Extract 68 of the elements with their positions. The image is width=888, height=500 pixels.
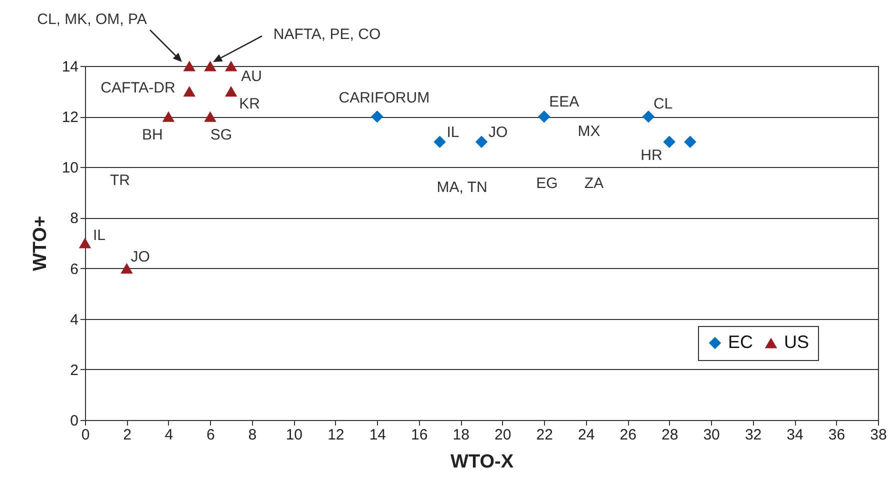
point — [183, 60, 196, 72]
x-tick-label: 8 — [248, 426, 257, 444]
legend-label: EC — [728, 332, 754, 352]
annotation: EEA — [549, 94, 580, 111]
point — [204, 60, 216, 72]
annotation: CL — [653, 96, 673, 113]
annotation: CAFTA-DR — [100, 79, 176, 96]
y-tick-label: 8 — [70, 210, 78, 228]
annotation: MA, TN — [436, 178, 488, 196]
annotation: ZA — [584, 174, 604, 192]
x-tick-label: 4 — [164, 426, 174, 444]
text: NAFTA, PE, CO — [273, 26, 381, 43]
y-tick-label: 6 — [70, 260, 78, 278]
x-tick-label: 24 — [578, 426, 595, 444]
point — [434, 136, 446, 148]
x-tick-label: 26 — [620, 426, 636, 444]
point — [684, 136, 696, 148]
x-tick-label: 2 — [123, 426, 132, 444]
point — [642, 110, 655, 123]
x-tick-label: 14 — [369, 426, 386, 444]
annotation: CARIFORUM — [338, 90, 430, 107]
annotation: JO — [130, 248, 150, 266]
x-tick-label: 36 — [828, 426, 846, 444]
y-axis-title: WTO+ — [30, 216, 51, 272]
text: CL, MK, OM, PA — [37, 10, 147, 28]
point — [224, 86, 238, 97]
point — [162, 111, 175, 122]
annotation: HR — [640, 146, 662, 164]
y-tick-label: 12 — [62, 109, 78, 126]
x-tick-label: 22 — [536, 426, 553, 444]
point — [183, 86, 196, 97]
x-tick-label: 6 — [206, 426, 215, 444]
point — [204, 111, 216, 122]
x-tick-label: 20 — [494, 426, 512, 444]
x-tick-label: 0 — [81, 426, 90, 444]
annotation: BH — [142, 126, 163, 144]
x-tick-label: 10 — [286, 426, 303, 444]
y-tick-label: 2 — [70, 362, 78, 379]
y-tick-label: 4 — [70, 311, 78, 328]
annotation: TR — [110, 172, 130, 189]
point — [538, 110, 550, 123]
x-tick-label: 38 — [870, 426, 887, 444]
x-axis-title: WTO-X — [450, 452, 514, 472]
y-tick-label: 10 — [62, 160, 78, 177]
annotation: SG — [210, 126, 232, 144]
x-tick-label: 28 — [661, 426, 678, 444]
x-tick-label: 12 — [328, 426, 344, 444]
y-tick-label: 14 — [62, 58, 78, 76]
legend-label: US — [784, 332, 810, 352]
annotation: IL — [93, 227, 106, 244]
annotation: MX — [578, 122, 600, 140]
y-tick-label: 0 — [70, 412, 78, 430]
point — [78, 238, 92, 248]
point — [120, 262, 133, 274]
annotation: EG — [536, 174, 558, 192]
point — [371, 110, 384, 123]
annotation: IL — [446, 124, 460, 141]
point — [663, 136, 676, 148]
x-tick-label: 18 — [452, 426, 470, 444]
annotation: JO — [488, 124, 508, 141]
annotation: AU — [241, 68, 262, 85]
point — [224, 60, 238, 72]
x-tick-label: 34 — [786, 426, 804, 444]
x-tick-label: 16 — [411, 426, 428, 444]
x-tick-label: 32 — [744, 426, 762, 444]
x-tick-label: 30 — [703, 426, 720, 444]
annotation: KR — [239, 95, 260, 112]
point — [475, 136, 488, 148]
